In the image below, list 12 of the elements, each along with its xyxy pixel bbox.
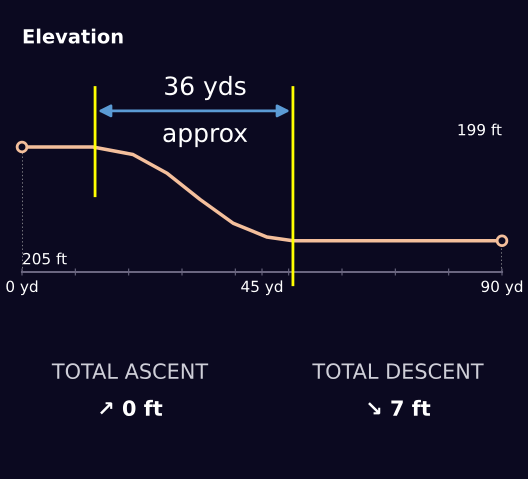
text: ↘ 7 ft xyxy=(368,400,430,416)
annotation: approx xyxy=(163,128,248,148)
text: TOTAL ASCENT xyxy=(52,363,208,380)
x-tick-label: 0 yd xyxy=(6,280,38,296)
text: ↗ 0 ft xyxy=(100,400,162,416)
chart-title: Elevation xyxy=(24,28,123,44)
text: 36 yds xyxy=(165,76,246,100)
x-tick-label: 90 yd xyxy=(481,280,522,296)
x-tick-label: 45 yd xyxy=(241,280,282,296)
text: 199 ft xyxy=(458,124,502,136)
text: TOTAL DESCENT xyxy=(312,363,484,380)
annotation: 205 ft xyxy=(23,252,67,264)
